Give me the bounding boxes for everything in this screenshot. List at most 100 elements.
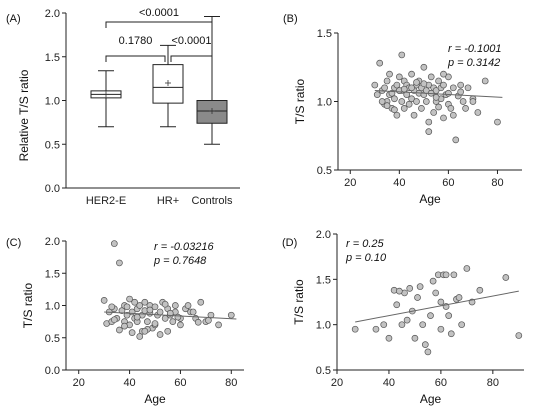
c-y-axis-label: T/S ratio xyxy=(21,283,35,329)
c-y-tick-label: 0.0 xyxy=(45,365,60,377)
b-stat-p: p = 0.3142 xyxy=(447,57,500,69)
d-data-point xyxy=(432,289,440,297)
a-category-label: HR+ xyxy=(157,195,179,207)
a-y-tick-label: 1.0 xyxy=(45,96,60,108)
b-data-point xyxy=(459,98,467,105)
b-data-point xyxy=(410,111,418,119)
b-data-point xyxy=(413,78,420,86)
panel-a-label: (A) xyxy=(6,13,21,25)
b-data-point xyxy=(391,106,398,114)
a-significance-label: 0.1780 xyxy=(119,35,153,47)
d-data-point xyxy=(502,274,510,281)
d-data-point xyxy=(395,287,403,295)
c-x-tick-label: 40 xyxy=(123,377,135,389)
a-y-tick-label: 2.0 xyxy=(45,8,60,20)
d-data-point xyxy=(515,332,523,339)
b-data-point xyxy=(418,104,425,112)
c-data-point xyxy=(156,308,164,316)
c-x-axis-label: Age xyxy=(144,392,166,406)
c-stat-r: r = -0.03216 xyxy=(154,241,215,253)
c-data-point xyxy=(171,302,179,309)
d-data-point xyxy=(447,330,455,338)
d-data-point xyxy=(455,294,463,301)
c-data-point xyxy=(151,320,159,327)
d-data-point xyxy=(421,341,429,348)
a-y-axis-label: Relative T/S ratio xyxy=(17,69,31,161)
a-category-label: Controls xyxy=(192,195,233,207)
d-stat-p: p = 0.10 xyxy=(345,252,387,264)
d-x-tick-label: 80 xyxy=(487,377,499,389)
c-data-point xyxy=(141,327,149,335)
b-data-point xyxy=(457,81,465,89)
d-x-tick-label: 20 xyxy=(331,377,343,389)
c-data-point xyxy=(108,303,116,311)
d-data-point xyxy=(437,298,445,306)
b-data-point xyxy=(383,102,391,109)
b-data-point xyxy=(400,104,408,112)
b-data-point xyxy=(464,84,472,92)
d-data-point xyxy=(419,321,427,329)
a-significance-bracket xyxy=(105,21,213,28)
c-data-point xyxy=(136,302,144,309)
b-data-point xyxy=(381,84,388,92)
c-data-point xyxy=(144,318,151,325)
b-data-point xyxy=(403,91,411,99)
a-significance-bracket xyxy=(170,55,213,62)
d-x-tick-label: 40 xyxy=(383,377,395,389)
b-data-point xyxy=(422,98,430,105)
c-data-point xyxy=(110,240,118,247)
d-y-tick-label: 0.5 xyxy=(316,365,331,377)
c-data-point xyxy=(151,303,159,311)
b-data-point xyxy=(430,109,438,116)
b-data-point xyxy=(373,91,381,99)
c-data-point xyxy=(110,316,118,324)
b-data-point xyxy=(420,63,428,71)
b-x-tick-label: 60 xyxy=(442,177,454,189)
d-y-tick-label: 2.0 xyxy=(316,229,331,241)
a-y-tick-label: 0.5 xyxy=(45,139,60,151)
b-data-point xyxy=(435,103,442,111)
c-data-point xyxy=(116,259,123,267)
b-data-point xyxy=(462,104,469,112)
b-data-point xyxy=(474,109,482,116)
d-data-point xyxy=(416,283,424,290)
a-y-tick-label: 1.5 xyxy=(45,52,60,64)
b-data-point xyxy=(440,81,447,89)
b-data-point xyxy=(432,94,440,101)
c-y-tick-label: 0.5 xyxy=(45,333,60,345)
c-regression-line xyxy=(104,311,237,320)
d-regression-line xyxy=(355,290,519,323)
b-data-point xyxy=(398,51,406,59)
d-data-point xyxy=(450,271,458,279)
c-data-point xyxy=(189,308,197,316)
b-data-point xyxy=(383,77,391,85)
d-data-point xyxy=(437,325,445,333)
d-x-tick-label: 60 xyxy=(435,377,447,389)
b-data-point xyxy=(449,84,457,92)
b-data-point xyxy=(427,73,435,81)
b-data-point xyxy=(395,73,403,81)
b-data-point xyxy=(408,84,415,92)
b-x-tick-label: 80 xyxy=(491,177,503,189)
c-data-point xyxy=(156,331,164,338)
b-data-point xyxy=(449,111,457,119)
d-data-point xyxy=(398,321,406,329)
panel-b-label: (B) xyxy=(283,13,298,25)
b-x-tick-label: 40 xyxy=(393,177,405,189)
panel-a: (A) 0.0 0.5 1.0 1.5 2.0 Relative T/S ratio HER… xyxy=(6,7,240,207)
c-data-point xyxy=(205,316,212,324)
c-x-tick-label: 80 xyxy=(225,377,237,389)
b-data-point xyxy=(393,111,401,119)
b-y-tick-label: 1.0 xyxy=(317,97,332,109)
b-data-point xyxy=(420,80,428,88)
panel-d-label: (D) xyxy=(282,237,297,249)
c-data-point xyxy=(161,300,169,308)
c-data-point xyxy=(227,311,235,319)
d-stat-r: r = 0.25 xyxy=(346,238,384,250)
c-y-tick-label: 1.0 xyxy=(45,301,60,313)
b-y-tick-label: 0.5 xyxy=(317,165,332,177)
d-y-tick-label: 1.0 xyxy=(316,320,331,332)
c-data-point xyxy=(146,306,154,314)
c-data-point xyxy=(215,321,222,329)
